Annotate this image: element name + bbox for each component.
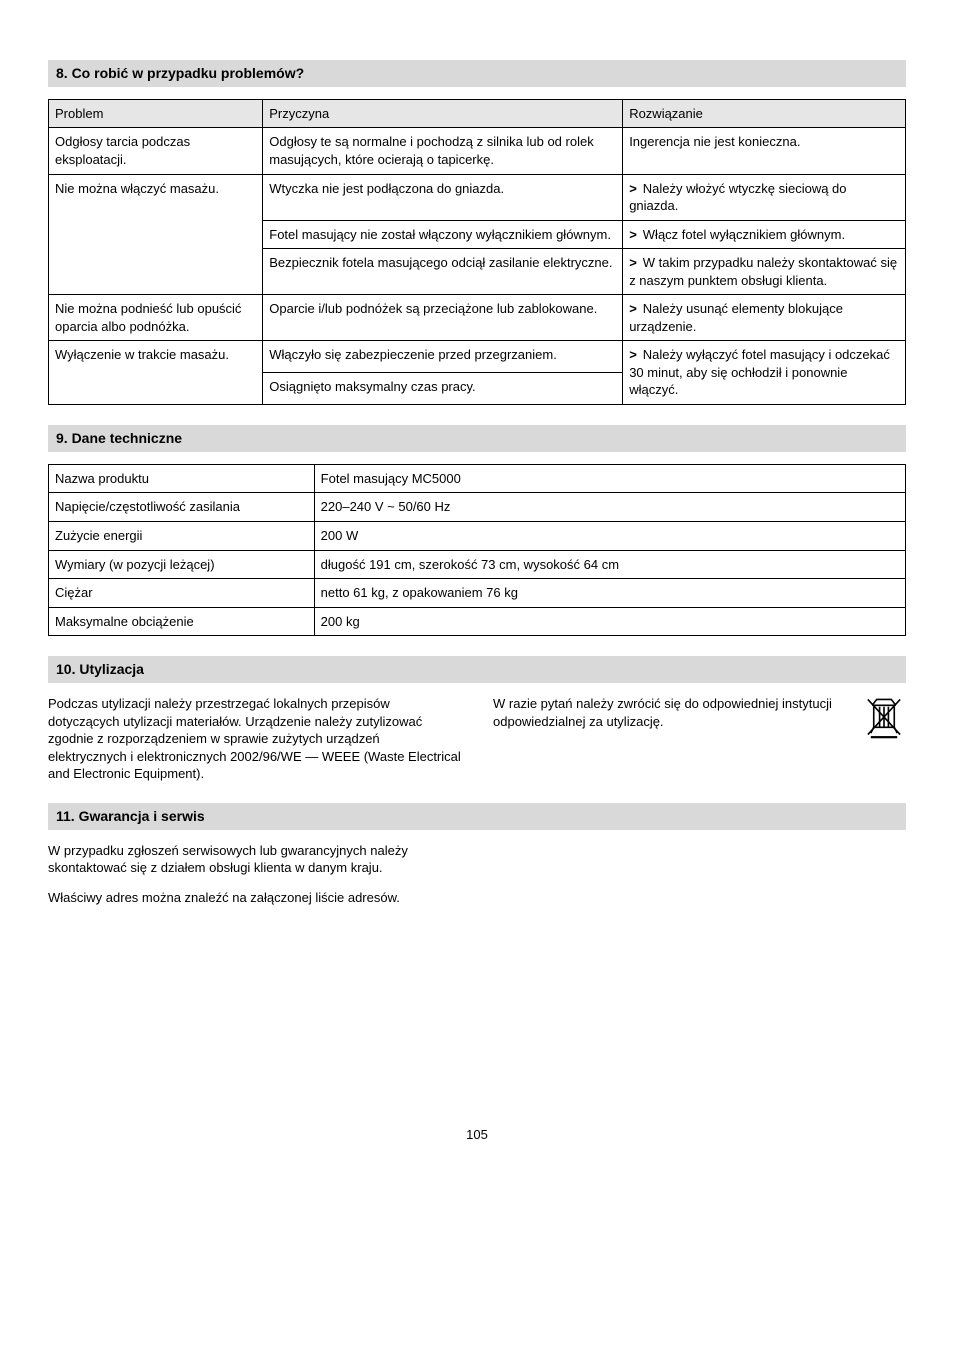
spec-key: Wymiary (w pozycji leżącej) <box>49 550 315 579</box>
solution-item: W takim przypadku należy skontaktować si… <box>629 254 899 289</box>
table-row: Maksymalne obciążenie 200 kg <box>49 607 906 636</box>
cell-problem: Odgłosy tarcia podczas eksploatacji. <box>49 128 263 174</box>
table-row: Nie można włączyć masażu. Wtyczka nie je… <box>49 174 906 220</box>
solution-item: Należy włożyć wtyczkę sieciową do gniazd… <box>629 180 899 215</box>
table-row: Wymiary (w pozycji leżącej) długość 191 … <box>49 550 906 579</box>
cell-solution: Należy wyłączyć fotel masujący i odczeka… <box>623 341 906 405</box>
spec-key: Maksymalne obciążenie <box>49 607 315 636</box>
section-11-header: 11. Gwarancja i serwis <box>48 803 906 830</box>
cell-solution: Ingerencja nie jest konieczna. <box>623 128 906 174</box>
cell-cause: Osiągnięto maksymalny czas pracy. <box>263 373 623 405</box>
solution-item: Należy usunąć elementy blokujące urządze… <box>629 300 899 335</box>
cell-cause: Oparcie i/lub podnóżek są przeciążone lu… <box>263 295 623 341</box>
table-row: Wyłączenie w trakcie masażu. Włączyło si… <box>49 341 906 373</box>
spec-value: 200 kg <box>314 607 905 636</box>
cell-problem: Wyłączenie w trakcie masażu. <box>49 341 263 405</box>
table-row: Nie można podnieść lub opuścić oparcia a… <box>49 295 906 341</box>
troubleshooting-table: Problem Przyczyna Rozwiązanie Odgłosy ta… <box>48 99 906 405</box>
cell-problem: Nie można podnieść lub opuścić oparcia a… <box>49 295 263 341</box>
cell-solution: Należy włożyć wtyczkę sieciową do gniazd… <box>623 174 906 220</box>
table-row: Odgłosy tarcia podczas eksploatacji. Odg… <box>49 128 906 174</box>
section-9-header: 9. Dane techniczne <box>48 425 906 452</box>
specs-table: Nazwa produktu Fotel masujący MC5000 Nap… <box>48 464 906 636</box>
page-number: 105 <box>48 1126 906 1144</box>
section-11-body: W przypadku zgłoszeń serwisowych lub gwa… <box>48 842 906 907</box>
cell-solution: Należy usunąć elementy blokujące urządze… <box>623 295 906 341</box>
spec-key: Nazwa produktu <box>49 464 315 493</box>
section-8-header: 8. Co robić w przypadku problemów? <box>48 60 906 87</box>
table-row: Ciężar netto 61 kg, z opakowaniem 76 kg <box>49 579 906 608</box>
section-10-body: Podczas utylizacji należy przestrzegać l… <box>48 695 906 783</box>
cell-solution: Włącz fotel wyłącznikiem głównym. <box>623 220 906 249</box>
cell-solution: W takim przypadku należy skontaktować si… <box>623 249 906 295</box>
spec-value: Fotel masujący MC5000 <box>314 464 905 493</box>
spec-value: netto 61 kg, z opakowaniem 76 kg <box>314 579 905 608</box>
section-10-header: 10. Utylizacja <box>48 656 906 683</box>
spec-key: Ciężar <box>49 579 315 608</box>
table-row: Napięcie/częstotliwość zasilania 220–240… <box>49 493 906 522</box>
warranty-paragraph: W przypadku zgłoszeń serwisowych lub gwa… <box>48 842 461 877</box>
solution-item: Należy wyłączyć fotel masujący i odczeka… <box>629 346 899 399</box>
table-header-row: Problem Przyczyna Rozwiązanie <box>49 99 906 128</box>
col-cause: Przyczyna <box>263 99 623 128</box>
cell-cause: Odgłosy te są normalne i pochodzą z siln… <box>263 128 623 174</box>
spec-key: Zużycie energii <box>49 521 315 550</box>
warranty-paragraph: Właściwy adres można znaleźć na załączon… <box>48 889 461 907</box>
spec-value: 200 W <box>314 521 905 550</box>
cell-cause: Bezpiecznik fotela masującego odciął zas… <box>263 249 623 295</box>
disposal-right-text: W razie pytań należy zwrócić się do odpo… <box>493 695 850 730</box>
table-row: Zużycie energii 200 W <box>49 521 906 550</box>
weee-bin-icon <box>862 695 906 744</box>
cell-cause: Wtyczka nie jest podłączona do gniazda. <box>263 174 623 220</box>
disposal-left-text: Podczas utylizacji należy przestrzegać l… <box>48 695 461 783</box>
col-solution: Rozwiązanie <box>623 99 906 128</box>
cell-cause: Fotel masujący nie został włączony wyłąc… <box>263 220 623 249</box>
spec-value: 220–240 V ~ 50/60 Hz <box>314 493 905 522</box>
col-problem: Problem <box>49 99 263 128</box>
spec-value: długość 191 cm, szerokość 73 cm, wysokoś… <box>314 550 905 579</box>
cell-problem: Nie można włączyć masażu. <box>49 174 263 295</box>
table-row: Nazwa produktu Fotel masujący MC5000 <box>49 464 906 493</box>
solution-item: Włącz fotel wyłącznikiem głównym. <box>629 226 899 244</box>
cell-cause: Włączyło się zabezpieczenie przed przegr… <box>263 341 623 373</box>
spec-key: Napięcie/częstotliwość zasilania <box>49 493 315 522</box>
